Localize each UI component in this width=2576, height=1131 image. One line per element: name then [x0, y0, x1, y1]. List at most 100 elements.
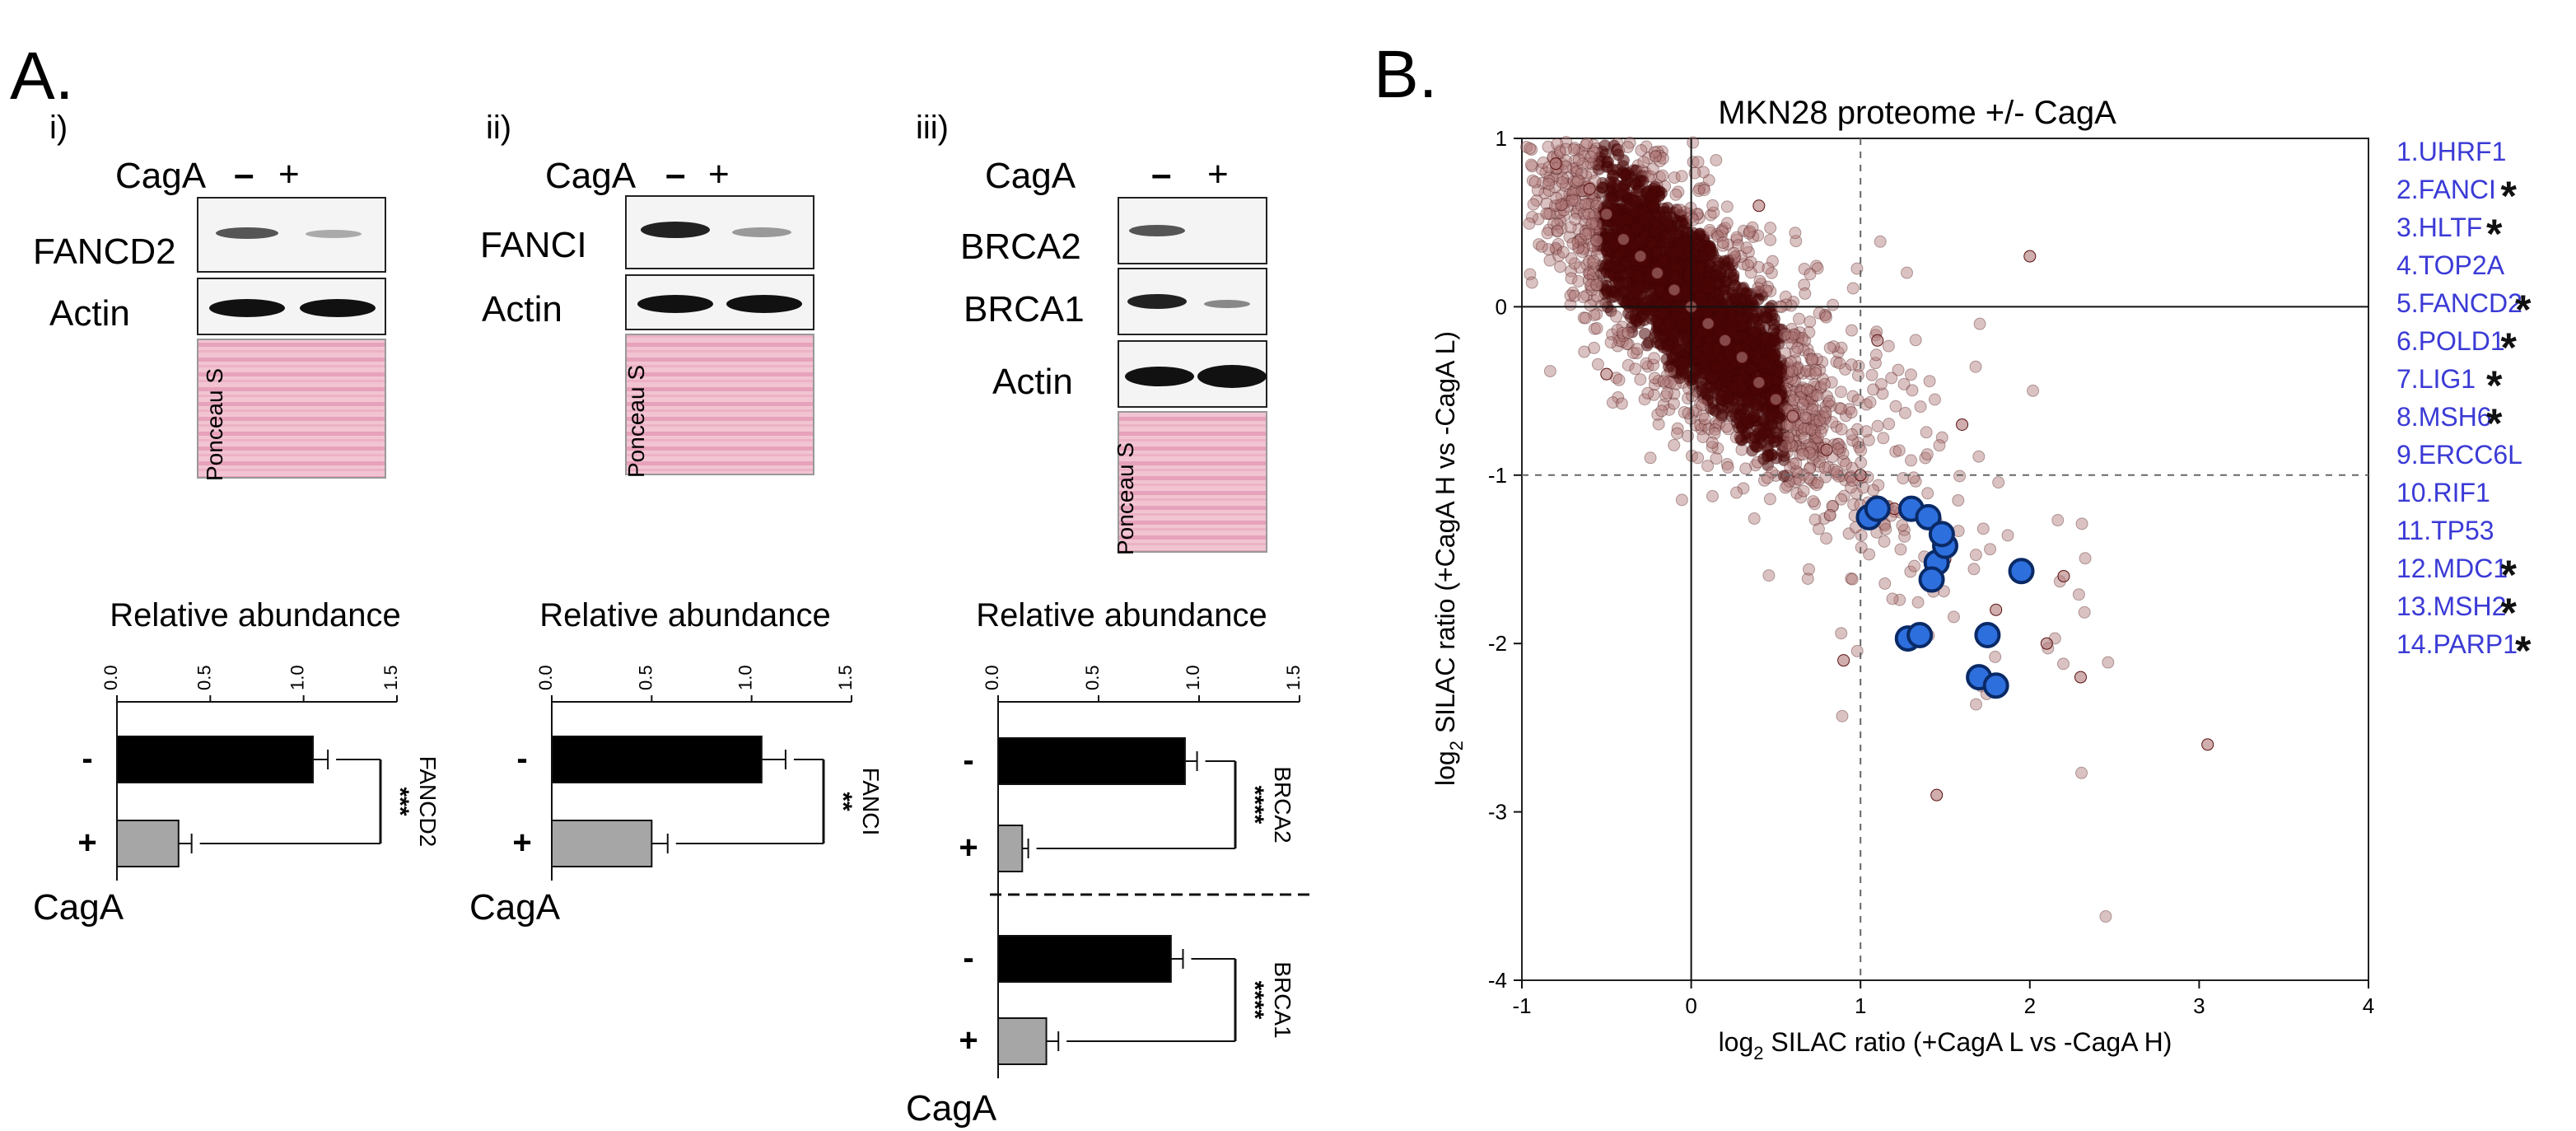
- scatter-point-background: [1811, 476, 1824, 489]
- scatter-point-background: [1796, 383, 1809, 396]
- scatter-point-background: [2075, 517, 2088, 530]
- scatter-point-background: [1583, 224, 1596, 237]
- scatter-point-background: [1707, 206, 1720, 219]
- scatter-point-background: [1606, 163, 1619, 176]
- scatter-point-background: [1801, 343, 1814, 356]
- scatter-point-background: [1808, 425, 1822, 438]
- sig-stars: ****: [1241, 786, 1268, 825]
- scatter-point-background: [1792, 330, 1805, 344]
- blot-ii-caga-label: CagA: [545, 156, 637, 196]
- bar-brca2-plus: [997, 825, 1024, 872]
- scatter-point-background: [1789, 375, 1802, 388]
- scatter-point-background: [1695, 423, 1708, 436]
- scatter-point-background: [1832, 437, 1845, 451]
- scatter-point-background: [1660, 214, 1673, 227]
- scatter-point-background: [1734, 433, 1748, 446]
- scatter-point-background: [1604, 305, 1617, 318]
- scatter-point-background: [1989, 650, 2002, 663]
- scatter-x-tick-label: 4: [2363, 993, 2374, 1018]
- protein-list-item: 9.ERCC6L: [2396, 440, 2522, 470]
- blot-ii-minus: –: [665, 154, 685, 194]
- scatter-point-background: [1748, 409, 1761, 422]
- bar-chart-ii: 0.0 0.5 1.0 1.5 - + ** FANCI: [512, 665, 884, 881]
- scatter-point-background: [1803, 445, 1816, 458]
- scatter-point-background: [1617, 329, 1630, 343]
- protein-list-item: 7.LIG1: [2396, 364, 2476, 394]
- scatter-point-background: [1808, 418, 1821, 432]
- scatter-point-background: [1563, 231, 1576, 244]
- scatter-point-background: [1789, 475, 1802, 488]
- scatter-point-background: [1561, 171, 1575, 185]
- scatter-point-background: [1577, 236, 1590, 249]
- scatter-point-background: [1790, 363, 1803, 376]
- scatter-point-background: [1823, 508, 1836, 521]
- scatter-point-background: [1656, 169, 1669, 182]
- scatter-point-background: [1886, 592, 1899, 605]
- scatter-point-background: [1885, 372, 1898, 385]
- scatter-point-background: [1749, 459, 1762, 472]
- scatter-plot: -1 0 1 2 3 4 1 0 -1 -2 -3 -4: [1488, 126, 2374, 1018]
- blot-iii-brca2-band-minus: [1129, 225, 1185, 236]
- scatter-point-background: [1863, 548, 1876, 561]
- scatter-point-background: [1577, 291, 1590, 304]
- scatter-point-background: [1652, 374, 1665, 387]
- scatter-point-background: [1571, 236, 1584, 249]
- scatter-point-background: [1836, 709, 1849, 722]
- scatter-point-background: [1789, 354, 1802, 367]
- scatter-point-background: [1570, 181, 1583, 194]
- blot-ii-plus: +: [708, 154, 730, 194]
- scatter-x-axis-label: log2 SILAC ratio (+CagA L vs -CagA H): [1719, 1027, 2172, 1063]
- scatter-point-background: [1731, 374, 1744, 387]
- scatter-point-background: [1637, 156, 1650, 169]
- scatter-point-background: [1872, 479, 1885, 492]
- scatter-point-background: [1583, 182, 1596, 195]
- scatter-point-background: [1770, 435, 1783, 448]
- scatter-point-background: [1554, 214, 1567, 227]
- scatter-point-background: [1571, 174, 1584, 187]
- scatter-point-background: [1810, 404, 1823, 417]
- scatter-point-background: [1560, 135, 1573, 148]
- scatter-point-background: [1562, 194, 1575, 208]
- scatter-point-background: [1649, 150, 1662, 163]
- scatter-point-background: [1787, 374, 1800, 387]
- scatter-point-background: [1542, 223, 1556, 236]
- scatter-point-background: [1580, 258, 1594, 271]
- bar-fancd2-minus: [116, 736, 314, 783]
- scatter-point-background: [1876, 387, 1889, 400]
- scatter-background-cloud: [1520, 135, 2214, 923]
- scatter-point-background: [1577, 207, 1590, 220]
- bar-tick-label: 0.0: [535, 665, 556, 690]
- scatter-point-background: [1574, 232, 1587, 245]
- scatter-point-background: [1572, 241, 1585, 254]
- scatter-point-background: [1661, 201, 1674, 214]
- blot-iii-caga-label: CagA: [985, 156, 1076, 196]
- blot-ii-ponceau: [625, 334, 814, 475]
- bar-fanci-plus: [551, 820, 653, 867]
- scatter-point-background: [1743, 302, 1756, 315]
- scatter-point-background: [1561, 177, 1574, 190]
- scatter-point-background: [1686, 390, 1699, 403]
- scatter-point-background: [1642, 212, 1655, 225]
- scatter-point-background: [1612, 148, 1625, 161]
- scatter-point-background: [1536, 176, 1549, 189]
- bar-iii-caga-label: CagA: [906, 1088, 997, 1129]
- scatter-point-background: [1802, 563, 1815, 576]
- scatter-point-background: [1568, 155, 1581, 168]
- scatter-point-background: [1803, 385, 1816, 398]
- scatter-point-background: [1551, 169, 1564, 182]
- sig-gene-label: BRCA2: [1270, 766, 1295, 843]
- scatter-point-background: [1794, 442, 1808, 456]
- scatter-point-background: [2075, 766, 2088, 779]
- scatter-point-background: [1702, 174, 1715, 187]
- scatter-point-background: [1634, 373, 1647, 386]
- scatter-y-tick-label: 0: [1496, 294, 1507, 319]
- scatter-point-background: [1719, 222, 1732, 235]
- scatter-point-background: [1576, 245, 1589, 259]
- scatter-point-background: [1970, 698, 1983, 711]
- scatter-point-background: [1540, 197, 1553, 210]
- scatter-point-background: [1799, 287, 1812, 300]
- scatter-point-background: [1714, 267, 1727, 280]
- scatter-point-background: [1787, 425, 1800, 438]
- scatter-point-background: [1579, 215, 1592, 228]
